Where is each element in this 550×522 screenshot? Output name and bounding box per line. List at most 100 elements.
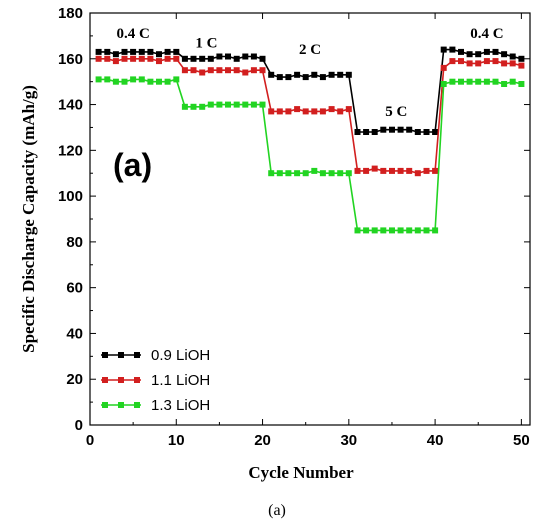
data-point (207, 55, 214, 62)
x-tick-label: 0 (86, 432, 94, 449)
data-point (276, 108, 283, 115)
data-point (302, 170, 309, 177)
series-1-1-lioh (95, 55, 525, 177)
data-point (216, 67, 223, 74)
data-point (440, 81, 447, 87)
data-point (458, 48, 464, 55)
data-point (121, 48, 128, 55)
data-point (406, 167, 413, 174)
data-point (207, 67, 214, 74)
x-tick-label: 40 (427, 432, 444, 449)
data-point (181, 55, 188, 62)
data-point (371, 129, 378, 135)
data-point (449, 78, 456, 85)
data-point (173, 76, 180, 83)
data-point (268, 71, 275, 78)
y-tick-label: 100 (58, 188, 83, 205)
data-point (466, 78, 473, 85)
x-tick-label: 20 (254, 432, 271, 449)
data-point (492, 48, 499, 55)
data-point (354, 227, 361, 234)
x-axis-title: Cycle Number (248, 463, 354, 482)
x-tick-label: 30 (340, 432, 357, 449)
data-point (363, 167, 370, 174)
data-point (449, 58, 456, 65)
series-1-3-lioh (95, 76, 525, 234)
data-point (475, 78, 482, 85)
data-point (371, 165, 378, 172)
data-point (268, 108, 275, 115)
data-point (95, 48, 102, 55)
data-point (199, 55, 206, 62)
data-point (138, 48, 145, 55)
data-point (389, 167, 395, 174)
figure-caption: (a) (268, 502, 286, 519)
data-point (423, 129, 430, 135)
data-point (337, 71, 344, 78)
series-line (98, 78, 522, 232)
data-point (363, 227, 370, 234)
y-tick-label: 120 (58, 142, 83, 159)
data-point (294, 170, 301, 177)
legend-label: 1.3 LiOH (151, 397, 210, 414)
data-point (225, 101, 231, 108)
data-point (250, 101, 257, 108)
panel-label: (a) (113, 147, 152, 183)
data-point (518, 55, 525, 62)
data-point (466, 60, 473, 67)
x-tick-label: 50 (513, 432, 530, 449)
data-point (130, 55, 137, 62)
data-point (414, 129, 421, 135)
rate-label: 0.4 C (470, 26, 503, 42)
data-point (397, 167, 404, 174)
data-point (440, 64, 447, 71)
data-point (207, 101, 214, 108)
data-point (414, 170, 421, 177)
data-point (225, 67, 231, 74)
data-series (95, 46, 525, 234)
data-point (319, 170, 326, 177)
data-point (501, 60, 508, 67)
data-point (492, 58, 499, 65)
data-point (250, 67, 257, 74)
data-point (432, 167, 439, 174)
data-point (294, 106, 301, 113)
data-point (406, 126, 413, 133)
data-point (380, 126, 387, 133)
data-point (95, 55, 102, 62)
data-point (328, 170, 335, 177)
data-point (259, 55, 266, 62)
data-point (294, 71, 301, 78)
data-point (345, 71, 352, 78)
data-point (319, 74, 326, 81)
data-point (276, 170, 283, 177)
data-point (156, 58, 162, 65)
data-point (250, 53, 257, 60)
data-point (354, 129, 361, 135)
y-tick-label: 160 (58, 51, 83, 68)
data-point (225, 53, 231, 60)
y-tick-label: 20 (66, 371, 83, 388)
legend-marker (118, 377, 124, 383)
data-point (138, 76, 145, 83)
data-point (423, 227, 430, 234)
data-point (397, 227, 404, 234)
y-tick-label: 0 (75, 417, 83, 434)
legend-marker (102, 352, 108, 358)
data-point (475, 60, 482, 67)
data-point (138, 55, 145, 62)
data-point (466, 51, 473, 58)
data-point (345, 170, 352, 177)
data-point (509, 78, 516, 85)
data-point (509, 53, 516, 60)
data-point (302, 108, 309, 115)
data-point (147, 78, 154, 85)
y-tick-label: 180 (58, 5, 83, 22)
legend-marker (134, 352, 140, 358)
legend-marker (102, 377, 108, 383)
x-tick-label: 10 (168, 432, 185, 449)
data-point (199, 103, 206, 110)
data-point (483, 78, 490, 85)
data-point (95, 76, 102, 83)
data-point (104, 55, 111, 62)
